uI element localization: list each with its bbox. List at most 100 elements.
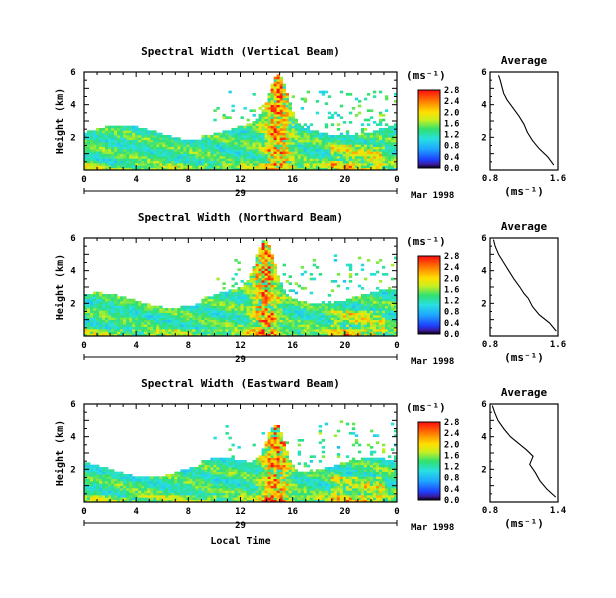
x-tick-label: 0 (81, 175, 86, 185)
colorbar-tick-label: 1.2 (444, 463, 459, 473)
y-tick-label: 6 (70, 400, 75, 410)
colorbar (417, 89, 441, 169)
average-profile: Average 0.8 1.4 2 4 6 (ms⁻¹) (481, 386, 566, 530)
panel-title: Spectral Width (Northward Beam) (138, 211, 343, 224)
x-tick-label: 4 (133, 341, 139, 351)
panel-1: Spectral Width (Vertical Beam)0 4 8 12 16 20 0… (54, 45, 566, 201)
y-axis-label: Height (km) (54, 88, 66, 154)
colorbar-tick-label: 1.6 (444, 119, 459, 129)
date-label: Mar 1998 (411, 191, 454, 201)
date-day: 29 (235, 521, 246, 531)
colorbar (417, 421, 441, 501)
y-tick-label: 4 (70, 267, 76, 277)
colorbar-tick-label: 0.8 (444, 474, 459, 484)
colorbar-unit: (ms⁻¹) (406, 401, 446, 414)
average-y-tick: 6 (481, 68, 486, 78)
x-tick-label: 12 (235, 175, 246, 185)
y-tick-label: 2 (70, 465, 75, 475)
date-day: 29 (235, 355, 246, 365)
y-tick-label: 6 (70, 68, 75, 78)
x-tick-label: 20 (339, 341, 350, 351)
colorbar-tick-label: 2.0 (444, 440, 459, 450)
x-tick-label: 16 (287, 341, 298, 351)
average-y-tick: 6 (481, 400, 486, 410)
average-title: Average (501, 386, 548, 399)
colorbar-tick-label: 0.4 (444, 319, 459, 329)
average-x-tick: 1.4 (550, 506, 567, 516)
x-tick-label: 12 (235, 341, 246, 351)
x-tick-label: 20 (339, 507, 350, 517)
colorbar-tick-label: 0.4 (444, 153, 459, 163)
average-profile-line (492, 239, 557, 332)
average-frame (489, 71, 559, 171)
average-title: Average (501, 220, 548, 233)
colorbar-tick-label: 0.0 (444, 330, 459, 340)
x-tick-label: 16 (287, 507, 298, 517)
x-tick-label: 0 (81, 507, 86, 517)
heatmap-field (84, 74, 398, 171)
colorbar-tick-label: 1.6 (444, 285, 459, 295)
x-tick-label: 8 (186, 341, 191, 351)
date-label: Mar 1998 (411, 523, 454, 533)
x-tick-label: 0 (81, 341, 86, 351)
x-tick-label: 0 (394, 341, 399, 351)
x-tick-label: 0 (394, 507, 399, 517)
panel-title: Spectral Width (Eastward Beam) (141, 377, 340, 390)
y-tick-label: 4 (70, 433, 76, 443)
x-tick-label: 16 (287, 175, 298, 185)
x-tick-label: 8 (186, 507, 191, 517)
heatmap-field (84, 240, 398, 337)
x-tick-label: 4 (133, 507, 139, 517)
y-tick-label: 2 (70, 299, 75, 309)
average-y-tick: 2 (481, 465, 486, 475)
colorbar-tick-label: 0.4 (444, 485, 459, 495)
panel-title: Spectral Width (Vertical Beam) (141, 45, 340, 58)
y-axis-label: Height (km) (54, 254, 66, 320)
colorbar-tick-label: 0.0 (444, 164, 459, 174)
average-profile: Average 0.8 1.6 2 4 6 (ms⁻¹) (481, 54, 566, 198)
average-x-tick: 0.8 (482, 340, 498, 350)
colorbar-tick-label: 0.8 (444, 308, 459, 318)
colorbar-tick-label: 2.0 (444, 108, 459, 118)
y-tick-label: 4 (70, 101, 76, 111)
panel-2: Spectral Width (Northward Beam)0 4 8 12 16 20… (54, 211, 566, 367)
colorbar-tick-label: 2.8 (444, 418, 459, 428)
y-axis-label: Height (km) (54, 420, 66, 486)
colorbar-unit: (ms⁻¹) (406, 235, 446, 248)
colorbar-tick-label: 2.8 (444, 86, 459, 96)
colorbar-tick-label: 1.6 (444, 451, 459, 461)
x-tick-label: 20 (339, 175, 350, 185)
average-profile: Average 0.8 1.6 2 4 6 (ms⁻¹) (481, 220, 566, 364)
average-frame (489, 403, 559, 503)
x-tick-label: 0 (394, 175, 399, 185)
average-x-label: (ms⁻¹) (504, 351, 544, 364)
colorbar-tick-label: 2.4 (444, 263, 459, 273)
average-y-tick: 4 (481, 101, 487, 111)
average-x-tick: 0.8 (482, 174, 498, 184)
colorbar-unit: (ms⁻¹) (406, 69, 446, 82)
average-profile-line (497, 75, 555, 166)
x-tick-label: 4 (133, 175, 139, 185)
average-y-tick: 2 (481, 299, 486, 309)
colorbar-tick-label: 2.4 (444, 97, 459, 107)
colorbar-tick-label: 1.2 (444, 297, 459, 307)
average-y-tick: 4 (481, 267, 487, 277)
average-profile-line (491, 405, 557, 498)
y-tick-label: 2 (70, 133, 75, 143)
colorbar-tick-label: 1.2 (444, 131, 459, 141)
average-y-tick: 2 (481, 133, 486, 143)
colorbar-tick-label: 0.8 (444, 142, 459, 152)
colorbar-tick-label: 2.8 (444, 252, 459, 262)
average-x-tick: 0.8 (482, 506, 498, 516)
heatmap-field (84, 420, 398, 503)
x-tick-label: 12 (235, 507, 246, 517)
average-y-tick: 4 (481, 433, 487, 443)
date-day: 29 (235, 189, 246, 199)
colorbar-tick-label: 2.4 (444, 429, 459, 439)
panel-3: Spectral Width (Eastward Beam)0 4 8 12 16 20 0… (54, 377, 567, 547)
average-x-tick: 1.6 (550, 174, 566, 184)
date-label: Mar 1998 (411, 357, 454, 367)
x-axis-label: Local Time (210, 535, 270, 547)
y-tick-label: 6 (70, 234, 75, 244)
